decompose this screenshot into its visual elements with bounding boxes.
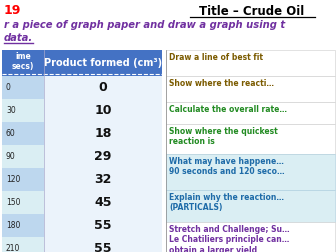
Bar xyxy=(2,237,44,252)
Bar xyxy=(166,102,335,124)
Text: 18: 18 xyxy=(94,127,112,140)
Text: 0: 0 xyxy=(99,81,108,94)
Bar xyxy=(2,50,162,76)
Text: 90: 90 xyxy=(6,152,16,161)
Text: 180: 180 xyxy=(6,221,20,230)
Text: Show where the quickest
reaction is: Show where the quickest reaction is xyxy=(169,127,278,146)
Bar xyxy=(166,76,335,102)
Bar xyxy=(166,154,335,190)
Bar xyxy=(44,191,162,214)
Text: Title – Crude Oil: Title – Crude Oil xyxy=(199,5,305,18)
Bar xyxy=(2,214,44,237)
Bar xyxy=(2,168,44,191)
Text: 32: 32 xyxy=(94,173,112,186)
Text: 120: 120 xyxy=(6,175,20,184)
Text: Product formed (cm³): Product formed (cm³) xyxy=(44,58,162,68)
Text: Draw a line of best fit: Draw a line of best fit xyxy=(169,53,263,62)
Text: 0: 0 xyxy=(6,83,11,92)
Text: 30: 30 xyxy=(6,106,16,115)
Text: data.: data. xyxy=(4,33,33,43)
Bar xyxy=(44,168,162,191)
Bar xyxy=(166,190,335,222)
Bar xyxy=(166,222,335,252)
Bar xyxy=(166,124,335,154)
Text: 210: 210 xyxy=(6,244,20,252)
Text: 10: 10 xyxy=(94,104,112,117)
Bar xyxy=(2,145,44,168)
Text: 55: 55 xyxy=(94,219,112,232)
Text: r a piece of graph paper and draw a graph using t: r a piece of graph paper and draw a grap… xyxy=(4,20,285,30)
Text: 55: 55 xyxy=(94,242,112,252)
Text: 150: 150 xyxy=(6,198,20,207)
Bar xyxy=(44,214,162,237)
Text: 45: 45 xyxy=(94,196,112,209)
Bar xyxy=(44,145,162,168)
Bar xyxy=(44,99,162,122)
Text: Calculate the overall rate…: Calculate the overall rate… xyxy=(169,105,287,114)
Text: ime
secs): ime secs) xyxy=(12,52,34,71)
Text: 19: 19 xyxy=(4,4,22,17)
Text: 60: 60 xyxy=(6,129,16,138)
Bar xyxy=(44,122,162,145)
Bar xyxy=(2,122,44,145)
Text: 29: 29 xyxy=(94,150,112,163)
Text: Show where the reacti…: Show where the reacti… xyxy=(169,79,274,88)
Bar xyxy=(2,99,44,122)
Bar xyxy=(44,76,162,99)
Text: Explain why the reaction…
(PARTICALS): Explain why the reaction… (PARTICALS) xyxy=(169,193,284,212)
Bar xyxy=(166,50,335,76)
Bar xyxy=(44,237,162,252)
Bar xyxy=(2,191,44,214)
Bar xyxy=(2,76,44,99)
Text: Stretch and Challenge; Su…
Le Chatiliers principle can…
obtain a larger yield: Stretch and Challenge; Su… Le Chatiliers… xyxy=(169,225,290,252)
Text: What may have happene…
90 seconds and 120 seco…: What may have happene… 90 seconds and 12… xyxy=(169,157,285,176)
